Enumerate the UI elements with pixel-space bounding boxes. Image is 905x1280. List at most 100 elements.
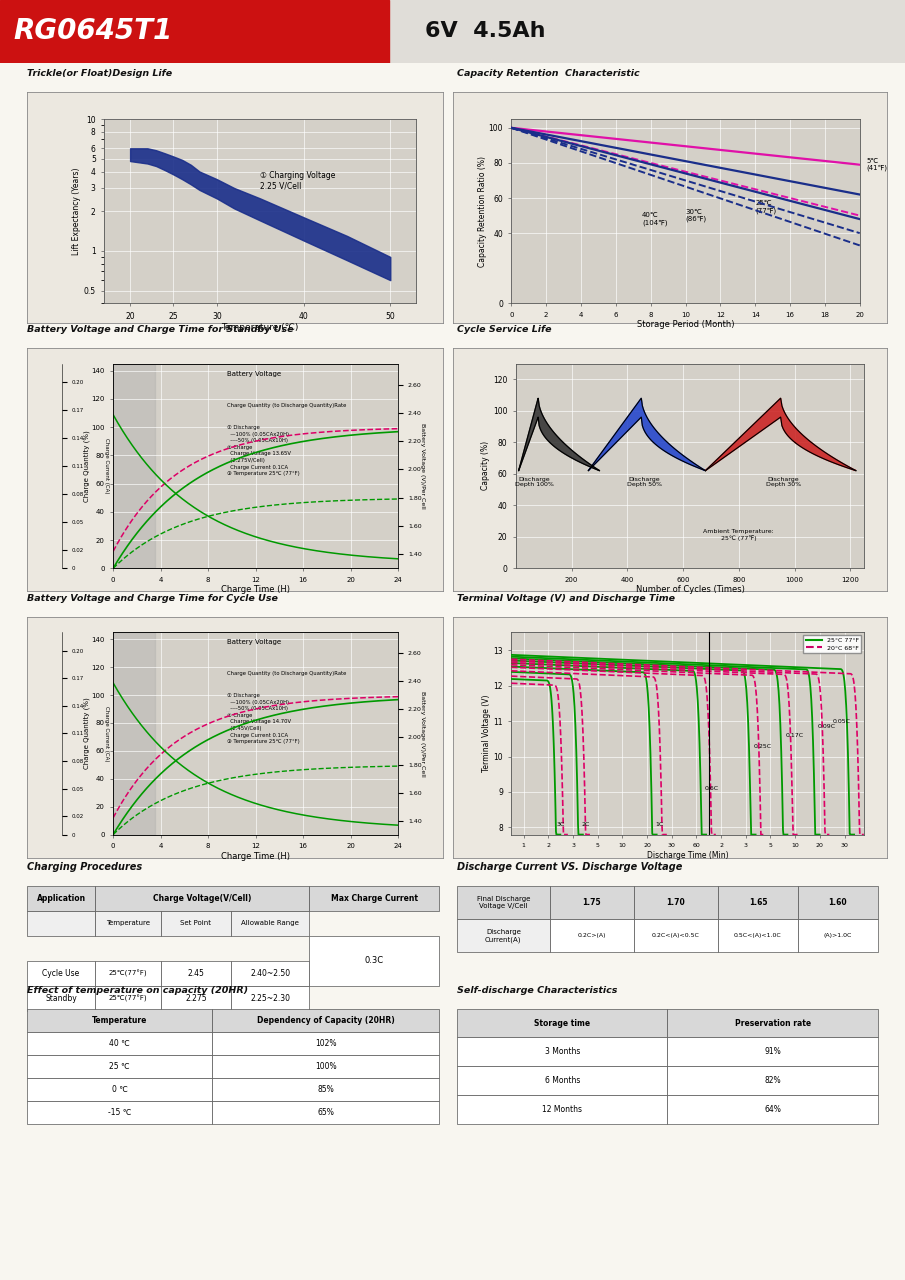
Bar — [95, 960, 161, 986]
Text: 82%: 82% — [765, 1076, 781, 1085]
Text: 0.3C: 0.3C — [365, 956, 384, 965]
Text: 0.17C: 0.17C — [786, 733, 804, 739]
Text: Cycle Service Life: Cycle Service Life — [457, 325, 552, 334]
Bar — [213, 1032, 439, 1055]
Bar — [161, 960, 231, 986]
Legend: 25°C 77°F, 20°C 68°F: 25°C 77°F, 20°C 68°F — [804, 635, 862, 653]
Y-axis label: Charge Quantity (%): Charge Quantity (%) — [83, 430, 90, 502]
Text: Ambient Temperature:
25℃ (77℉): Ambient Temperature: 25℃ (77℉) — [703, 529, 774, 541]
Polygon shape — [705, 398, 856, 471]
Text: 65%: 65% — [318, 1107, 334, 1117]
Text: Charge Quantity (to Discharge Quantity)Rate: Charge Quantity (to Discharge Quantity)R… — [227, 671, 347, 676]
Text: ① Discharge
  —100% (0.05CAx20H)
  ----50% (0.05CAx10H)
② Charge
  Charge Voltag: ① Discharge —100% (0.05CAx20H) ----50% (… — [227, 692, 300, 744]
Bar — [634, 886, 718, 919]
Text: 0.05C: 0.05C — [833, 719, 850, 723]
Text: Set Point: Set Point — [180, 920, 212, 927]
Y-axis label: Lift Expectancy (Years): Lift Expectancy (Years) — [71, 168, 81, 255]
X-axis label: Temperature (℃): Temperature (℃) — [222, 324, 299, 333]
Text: Application: Application — [36, 893, 86, 902]
Bar — [457, 1009, 668, 1037]
Y-axis label: Capacity Retention Ratio (%): Capacity Retention Ratio (%) — [478, 156, 487, 266]
Bar — [161, 911, 231, 936]
Bar — [718, 919, 798, 952]
Text: Discharge
Depth 30%: Discharge Depth 30% — [766, 476, 801, 488]
Polygon shape — [519, 398, 599, 471]
Bar — [457, 1037, 668, 1066]
X-axis label: Discharge Time (Min): Discharge Time (Min) — [647, 851, 729, 860]
Text: Battery Voltage and Charge Time for Cycle Use: Battery Voltage and Charge Time for Cycl… — [27, 594, 278, 603]
Text: 64%: 64% — [764, 1105, 781, 1114]
Bar — [161, 986, 231, 1011]
Text: Battery Voltage: Battery Voltage — [227, 371, 281, 376]
Bar — [27, 960, 95, 986]
Text: 0.25C: 0.25C — [753, 744, 771, 749]
Bar — [27, 986, 95, 1011]
Text: 1.65: 1.65 — [748, 897, 767, 908]
Text: 12 Months: 12 Months — [542, 1105, 582, 1114]
Bar — [668, 1096, 878, 1124]
Bar — [213, 1009, 439, 1032]
Text: Temperature: Temperature — [92, 1015, 148, 1025]
Text: Charge Quantity (to Discharge Quantity)Rate: Charge Quantity (to Discharge Quantity)R… — [227, 402, 347, 407]
Y-axis label: Terminal Voltage (V): Terminal Voltage (V) — [481, 695, 491, 772]
Bar — [95, 911, 161, 936]
Bar — [231, 960, 310, 986]
Text: Discharge
Depth 50%: Discharge Depth 50% — [626, 476, 662, 488]
Bar — [457, 1066, 668, 1096]
Text: ① Charging Voltage
2.25 V/Cell: ① Charging Voltage 2.25 V/Cell — [261, 170, 336, 189]
Text: Temperature: Temperature — [106, 920, 150, 927]
Text: Preservation rate: Preservation rate — [735, 1019, 811, 1028]
X-axis label: Charge Time (H): Charge Time (H) — [221, 851, 291, 860]
Y-axis label: Battery Voltage (V)/Per Cell: Battery Voltage (V)/Per Cell — [420, 424, 424, 508]
Y-axis label: Charge Current (CA): Charge Current (CA) — [104, 705, 109, 762]
Text: Self-discharge Characteristics: Self-discharge Characteristics — [457, 986, 617, 995]
Text: Battery Voltage: Battery Voltage — [227, 640, 281, 645]
Polygon shape — [335, 0, 389, 63]
Text: 2.45: 2.45 — [187, 969, 205, 978]
Text: Dependency of Capacity (20HR): Dependency of Capacity (20HR) — [257, 1015, 395, 1025]
Text: Allowable Range: Allowable Range — [241, 920, 299, 927]
Bar — [718, 886, 798, 919]
Text: Battery Voltage and Charge Time for Standby Use: Battery Voltage and Charge Time for Stan… — [27, 325, 294, 334]
Text: Standby: Standby — [45, 993, 77, 1002]
Bar — [0, 0, 362, 63]
Y-axis label: Battery Voltage (V)/Per Cell: Battery Voltage (V)/Per Cell — [420, 691, 424, 776]
Text: Effect of temperature on capacity (20HR): Effect of temperature on capacity (20HR) — [27, 986, 248, 995]
Bar — [27, 911, 95, 936]
Text: 100%: 100% — [315, 1061, 337, 1071]
Text: 1C: 1C — [656, 822, 664, 827]
Text: 91%: 91% — [764, 1047, 781, 1056]
Text: 0.09C: 0.09C — [817, 724, 835, 730]
Text: 6 Months: 6 Months — [545, 1076, 580, 1085]
Text: 40 ℃: 40 ℃ — [110, 1038, 130, 1048]
Bar — [549, 886, 634, 919]
Text: Discharge Current VS. Discharge Voltage: Discharge Current VS. Discharge Voltage — [457, 861, 682, 872]
Text: 40℃
(104℉): 40℃ (104℉) — [642, 212, 668, 225]
Text: 30℃
(86℉): 30℃ (86℉) — [686, 209, 707, 223]
Text: 3 Months: 3 Months — [545, 1047, 580, 1056]
Text: -15 ℃: -15 ℃ — [108, 1107, 131, 1117]
Bar — [27, 1032, 213, 1055]
Y-axis label: Charge Current (CA): Charge Current (CA) — [104, 438, 109, 494]
Bar — [634, 919, 718, 952]
Text: 2.40~2.50: 2.40~2.50 — [250, 969, 291, 978]
Text: Final Discharge
Voltage V/Cell: Final Discharge Voltage V/Cell — [477, 896, 530, 909]
Text: RG0645T1: RG0645T1 — [14, 18, 173, 45]
Text: 25 ℃: 25 ℃ — [110, 1061, 130, 1071]
Bar — [27, 1055, 213, 1078]
Text: 3C: 3C — [557, 822, 566, 827]
Text: Charging Procedures: Charging Procedures — [27, 861, 142, 872]
Bar — [549, 919, 634, 952]
Text: Max Charge Current: Max Charge Current — [330, 893, 417, 902]
Text: Capacity Retention  Characteristic: Capacity Retention Characteristic — [457, 69, 640, 78]
Text: 0.2C>(A): 0.2C>(A) — [577, 933, 606, 938]
Text: 6V  4.5Ah: 6V 4.5Ah — [425, 22, 546, 41]
Bar — [798, 886, 878, 919]
Y-axis label: Charge Quantity (%): Charge Quantity (%) — [83, 698, 90, 769]
Text: ① Discharge
  —100% (0.05CAx20H)
  ----50% (0.05CAx10H)
② Charge
  Charge Voltag: ① Discharge —100% (0.05CAx20H) ----50% (… — [227, 425, 300, 476]
Text: Terminal Voltage (V) and Discharge Time: Terminal Voltage (V) and Discharge Time — [457, 594, 675, 603]
Bar — [457, 919, 549, 952]
Text: Discharge
Depth 100%: Discharge Depth 100% — [515, 476, 553, 488]
Bar — [457, 886, 549, 919]
Text: 5℃
(41℉): 5℃ (41℉) — [867, 157, 888, 172]
